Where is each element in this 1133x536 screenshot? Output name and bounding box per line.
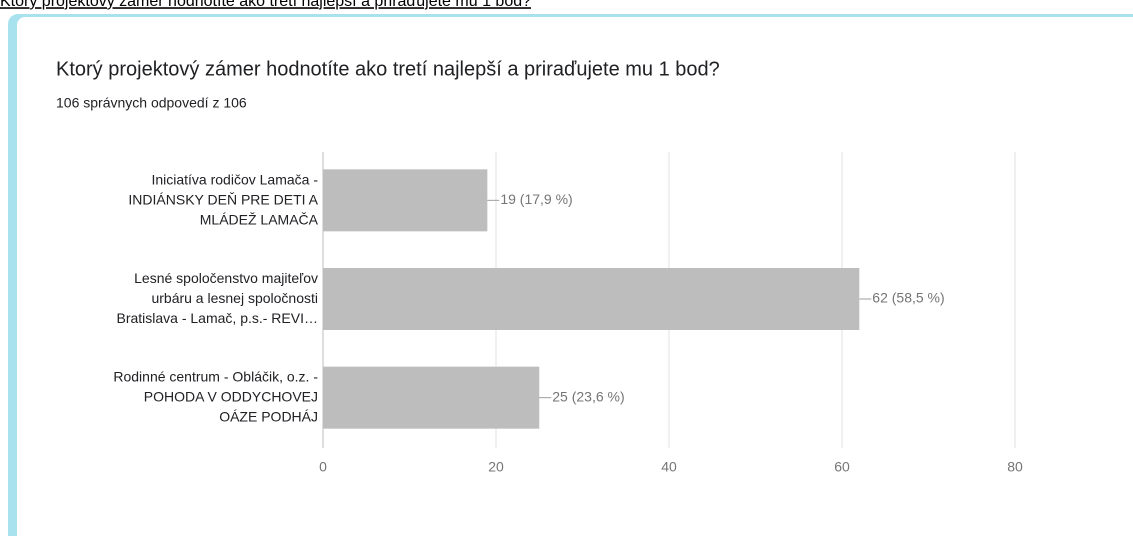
category-line: OÁZE PODHÁJ [219, 408, 318, 424]
x-tick-label: 0 [319, 459, 327, 475]
value-label: 62 (58,5 %) [872, 290, 944, 306]
bar [323, 169, 488, 232]
x-tick-label: 20 [488, 459, 504, 475]
chart-title: Ktorý projektový zámer hodnotíte ako tre… [56, 58, 720, 80]
category-line: Bratislava - Lamač, p.s.- REVI… [116, 310, 318, 326]
category-label: Lesné spoločenstvo majiteľov urbáru a les… [116, 270, 318, 326]
category-label: Iniciatíva rodičov Lamača - INDIÁNSKY DEŇ… [128, 171, 318, 227]
category-line: MLÁDEŽ LAMAČA [200, 211, 319, 227]
category-line: urbáru a lesnej spoločnosti [151, 290, 318, 306]
category-line: POHODA V ODDYCHOVEJ [144, 388, 318, 404]
x-tick-label: 80 [1007, 459, 1023, 475]
x-tick-label: 40 [661, 459, 677, 475]
value-label: 19 (17,9 %) [500, 191, 572, 207]
category-line: Lesné spoločenstvo majiteľov [134, 270, 318, 286]
value-label: 25 (23,6 %) [552, 388, 624, 404]
x-tick-label: 60 [834, 459, 850, 475]
bar [323, 366, 540, 429]
category-label: Rodinné centrum - Obláčik, o.z. - POHODA … [113, 368, 318, 424]
bar [323, 268, 860, 330]
top-caption: Ktorý projektový zámer hodnotíte ako tre… [0, 0, 531, 10]
category-line: Rodinné centrum - Obláčik, o.z. - [113, 368, 318, 384]
category-line: Iniciatíva rodičov Lamača - [151, 171, 318, 187]
category-line: INDIÁNSKY DEŇ PRE DETI A [128, 191, 318, 207]
chart-subtitle: 106 správnych odpovedí z 106 [56, 95, 247, 111]
